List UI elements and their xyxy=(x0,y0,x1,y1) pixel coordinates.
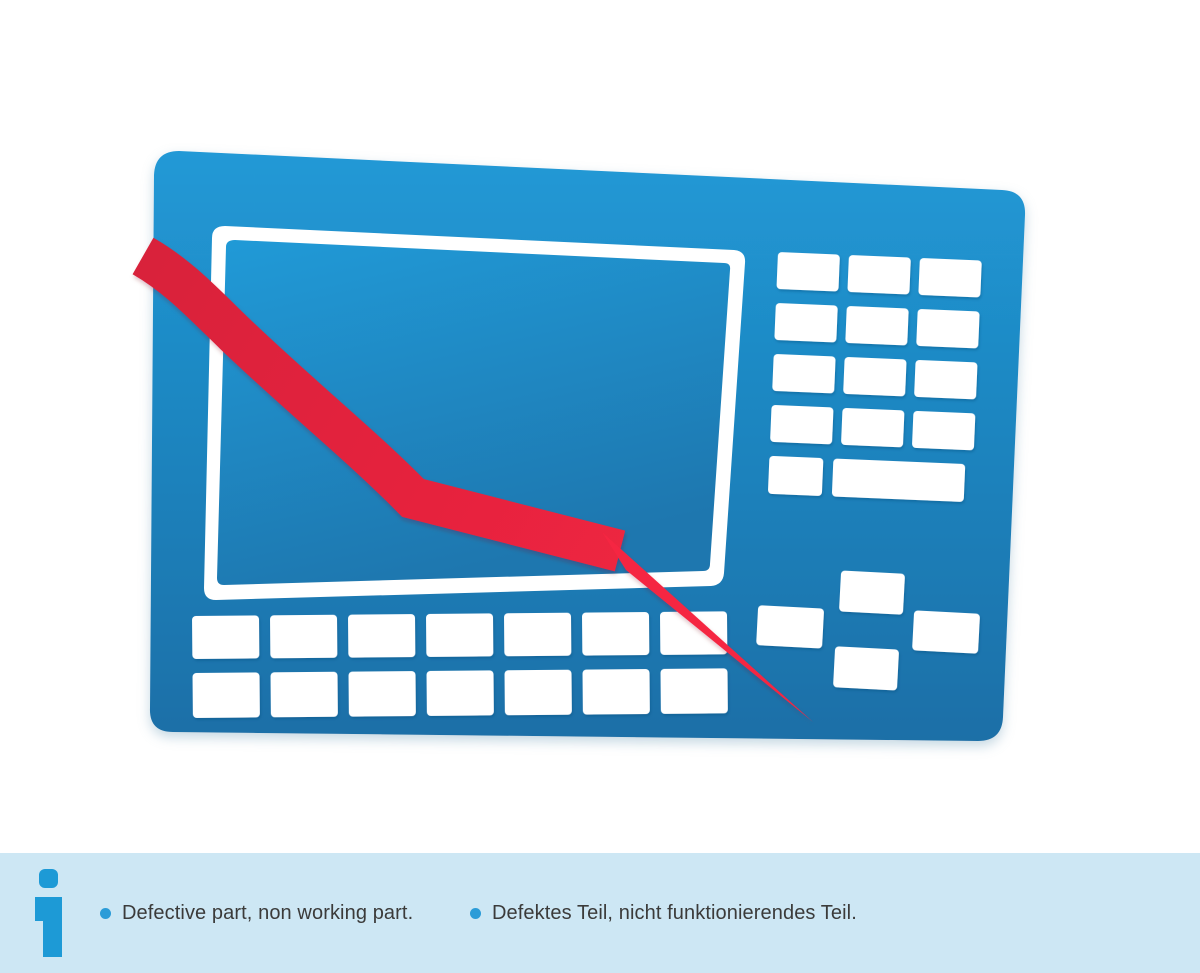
keyboard-key xyxy=(426,670,494,716)
red-defect-ribbon-icon xyxy=(132,237,813,722)
legend-text-en: Defective part, non working part. xyxy=(122,902,414,924)
keyboard-key xyxy=(192,672,260,718)
keyboard-key xyxy=(504,612,572,657)
keypad-key xyxy=(914,360,978,400)
keyboard xyxy=(192,611,728,718)
keyboard-key xyxy=(504,669,572,716)
keyboard-key xyxy=(348,671,416,717)
keyboard-key xyxy=(660,611,728,655)
info-i-icon xyxy=(35,868,63,958)
keypad-key xyxy=(776,252,840,292)
keypad xyxy=(768,252,982,502)
keypad-key xyxy=(774,303,838,343)
arrow-key-up xyxy=(839,570,905,615)
keypad-key xyxy=(912,410,976,451)
arrow-key-right xyxy=(912,610,980,654)
arrow-key-down xyxy=(833,646,899,691)
bullet-icon xyxy=(100,907,111,919)
keyboard-key xyxy=(426,613,494,657)
arrow-key-cluster xyxy=(756,570,980,691)
keypad-key xyxy=(768,455,824,496)
legend-item-de: Defektes Teil, nicht funktionierendes Te… xyxy=(470,901,857,925)
legend-text-de: Defektes Teil, nicht funktionierendes Te… xyxy=(492,902,857,924)
keypad-key xyxy=(916,309,980,349)
keyboard-key xyxy=(192,615,260,659)
defect-ribbon-tail xyxy=(602,532,813,722)
keypad-key xyxy=(847,255,911,295)
keyboard-key xyxy=(660,668,728,714)
keyboard-key xyxy=(270,671,338,718)
keyboard-key xyxy=(270,614,338,659)
bullet-icon xyxy=(470,907,481,919)
keyboard-key xyxy=(582,669,650,715)
info-icon-dot xyxy=(39,869,58,888)
keyboard-key xyxy=(348,614,416,658)
keypad-key xyxy=(770,405,834,445)
defective-control-panel-illustration xyxy=(132,151,1026,741)
legend-bar xyxy=(0,853,1200,973)
device-screen xyxy=(217,240,731,585)
keypad-key xyxy=(772,354,836,394)
keypad-key xyxy=(843,357,907,397)
keypad-key-wide xyxy=(831,458,966,502)
keypad-key xyxy=(845,306,909,346)
arrow-key-left xyxy=(756,605,824,649)
info-icon-stem xyxy=(35,897,62,957)
keypad-key xyxy=(918,258,982,298)
keyboard-key xyxy=(582,612,650,656)
legend-item-en: Defective part, non working part. xyxy=(100,901,413,925)
keypad-key xyxy=(841,408,905,448)
defect-ribbon-band xyxy=(132,237,626,572)
